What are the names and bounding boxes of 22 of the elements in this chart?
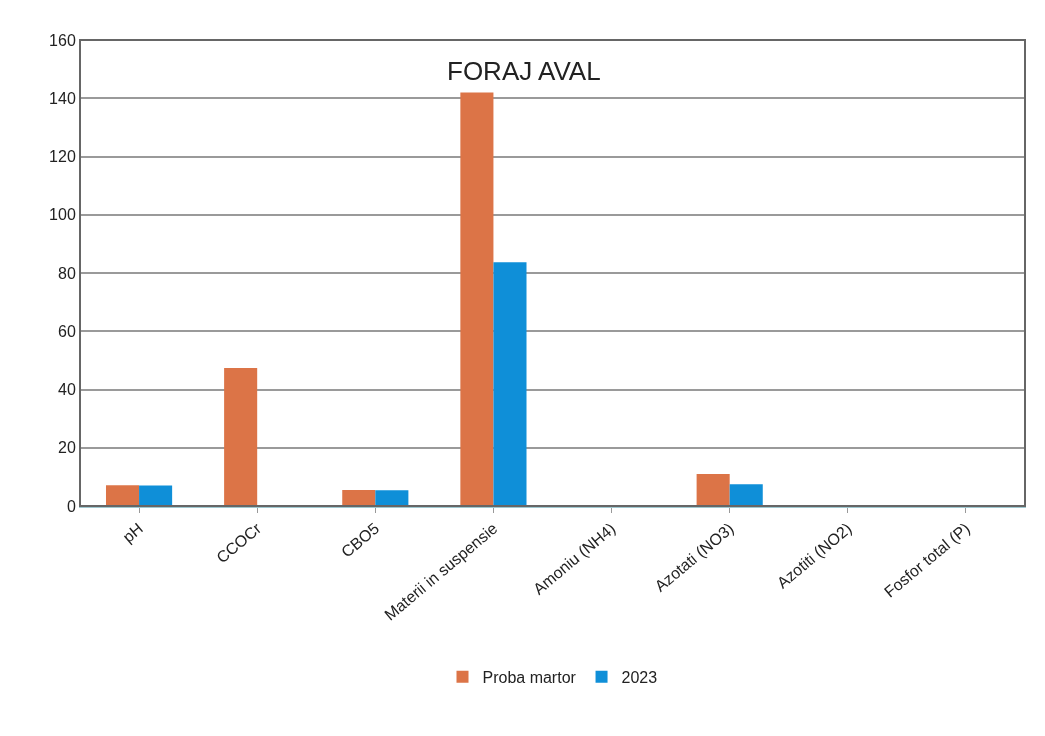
x-tick-label: pH <box>119 519 147 546</box>
y-tick-label: 100 <box>49 206 76 224</box>
bar <box>493 262 527 506</box>
bar <box>224 367 258 506</box>
bar <box>375 490 409 506</box>
y-tick-label: 160 <box>49 31 76 49</box>
bar <box>105 485 140 506</box>
y-tick-label: 60 <box>58 322 76 340</box>
y-tick-label: 20 <box>58 439 76 457</box>
legend-label: 2023 <box>621 668 658 686</box>
bar <box>342 489 376 506</box>
y-tick-label: 120 <box>49 148 76 166</box>
bar <box>139 485 173 506</box>
y-tick-label: 40 <box>58 381 76 399</box>
bar <box>460 92 494 506</box>
legend-label: Proba martor <box>482 668 577 686</box>
y-tick-label: 140 <box>49 89 76 107</box>
y-tick-label: 80 <box>58 264 76 282</box>
bar <box>729 484 763 506</box>
text: FORAJ AVAL <box>447 56 601 86</box>
y-tick-label: 0 <box>66 497 76 515</box>
bar <box>696 473 730 506</box>
